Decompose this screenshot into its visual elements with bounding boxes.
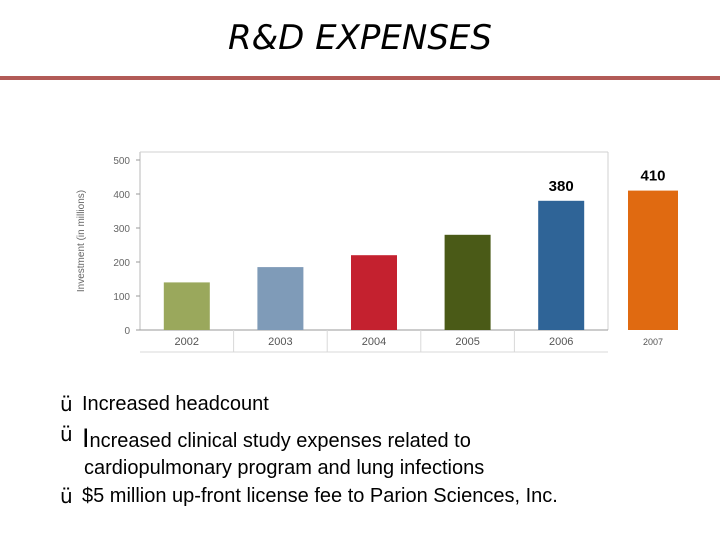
x-tick-label: 2005: [455, 336, 479, 348]
bullet-item: ü Increased headcount: [60, 392, 700, 416]
bar-2004: [351, 255, 397, 330]
x-tick-label: 2007: [643, 337, 663, 347]
y-tick-label: 400: [113, 190, 130, 201]
check-icon: ü: [60, 392, 73, 416]
y-tick-label: 200: [113, 258, 130, 269]
bullet-list: ü Increased headcount ü Increased clinic…: [60, 392, 700, 508]
title-divider: [0, 76, 720, 80]
data-label: 410: [640, 168, 665, 185]
bullet-text: Increased headcount: [82, 393, 269, 415]
bar-2006: [538, 200, 585, 330]
y-tick-label: 500: [113, 156, 130, 167]
bullet-continuation: cardiopulmonary program and lung infecti…: [84, 457, 485, 480]
bullet-text: $5 million up-front license fee to Pario…: [82, 485, 558, 508]
slide-title: R&D EXPENSES: [228, 18, 492, 58]
y-tick-label: 0: [124, 326, 130, 337]
bullet-text: ncreased clinical study expenses related…: [89, 430, 471, 452]
bar-2007: [628, 190, 678, 330]
y-tick-label: 100: [113, 292, 130, 303]
rd-expenses-chart: 0 100 200 300 400 500 Investment (in millions)…: [76, 151, 678, 353]
y-tick-label: 300: [113, 224, 130, 235]
bar-2002: [163, 282, 210, 330]
x-tick-label: 2006: [549, 336, 573, 348]
x-tick-label: 2003: [268, 336, 292, 348]
check-icon: ü: [60, 422, 73, 446]
bullet-item: ü Increased clinical study expenses rela…: [60, 422, 700, 480]
data-label: 380: [549, 178, 574, 195]
x-tick-label: 2004: [362, 336, 386, 348]
bar-2005: [444, 234, 491, 330]
y-axis-label: Investment (in millions): [76, 190, 87, 292]
bullet-item: ü $5 million up-front license fee to Par…: [60, 484, 700, 508]
bar-2003: [257, 267, 304, 330]
x-tick-label: 2002: [175, 336, 199, 348]
check-icon: ü: [60, 484, 73, 509]
bullet-initial: I: [82, 423, 90, 453]
